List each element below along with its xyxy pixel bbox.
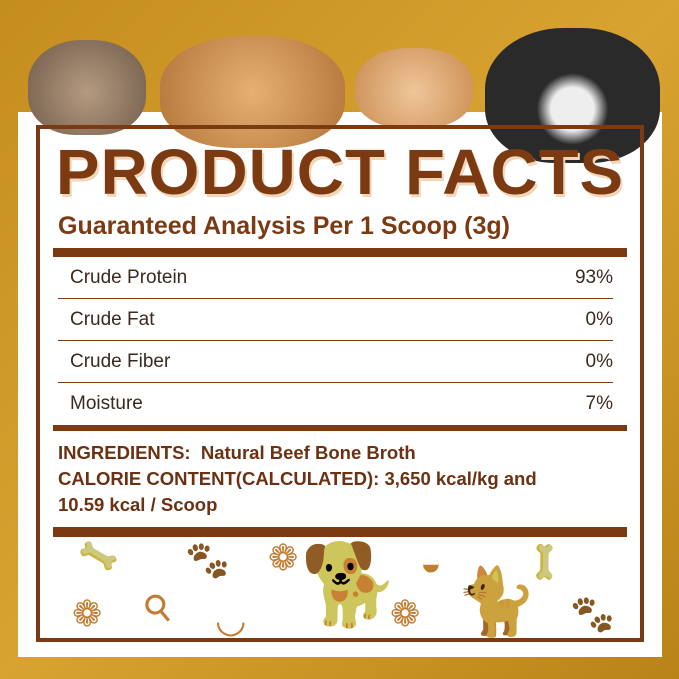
nutrient-value: 0% (585, 350, 613, 372)
food-bowl-icon: ◒ (420, 542, 442, 583)
pet-icons: 🦴 🐾 ❁ 🐕 ◒ 🦴 ❁ ⚲ ◡ ❁ 🐈 🐾 (60, 535, 620, 640)
ingredients-block: INGREDIENTS: Natural Beef Bone Broth CAL… (58, 440, 537, 518)
divider (53, 248, 627, 257)
golden-retriever-image (160, 36, 345, 148)
tabby-cat-image (28, 40, 146, 135)
dog-icon: 🐕 (300, 540, 400, 629)
ingredients-text: INGREDIENTS: Natural Beef Bone Broth (58, 442, 416, 463)
calorie-text-2: 10.59 kcal / Scoop (58, 494, 218, 515)
paw-icon: ❁ (268, 537, 299, 578)
paw-icon: ❁ (390, 593, 421, 634)
spoon-icon: ⚲ (134, 583, 182, 632)
paw-icon: 🐾 (185, 539, 230, 580)
analysis-row: Crude Protein 93% (58, 257, 613, 299)
divider (53, 527, 627, 537)
page-title: PRODUCT FACTS (55, 136, 625, 208)
cat-icon: 🐈 (455, 564, 538, 638)
nutrient-label: Crude Protein (70, 266, 188, 288)
analysis-row: Moisture 7% (58, 383, 613, 425)
facts-frame (36, 125, 644, 642)
nutrient-label: Moisture (70, 393, 143, 414)
nutrient-label: Crude Fiber (70, 350, 171, 372)
analysis-row: Crude Fat 0% (58, 299, 613, 341)
paw-icon: 🐾 (570, 593, 615, 634)
analysis-row: Crude Fiber 0% (58, 341, 613, 383)
bone-icon: 🦴 (76, 535, 121, 578)
calorie-text: CALORIE CONTENT(CALCULATED): 3,650 kcal/… (58, 468, 537, 489)
nutrient-label: Crude Fat (70, 308, 155, 330)
water-bowl-icon: ◡ (215, 599, 247, 640)
orange-cat-image (355, 48, 473, 128)
paw-icon: ❁ (72, 593, 103, 634)
nutrient-value: 0% (585, 308, 613, 330)
analysis-heading: Guaranteed Analysis Per 1 Scoop (3g) (58, 212, 510, 240)
divider (53, 425, 627, 431)
black-white-dog-image (485, 28, 660, 163)
nutrient-value: 93% (574, 266, 613, 288)
nutrient-value: 7% (585, 393, 613, 414)
